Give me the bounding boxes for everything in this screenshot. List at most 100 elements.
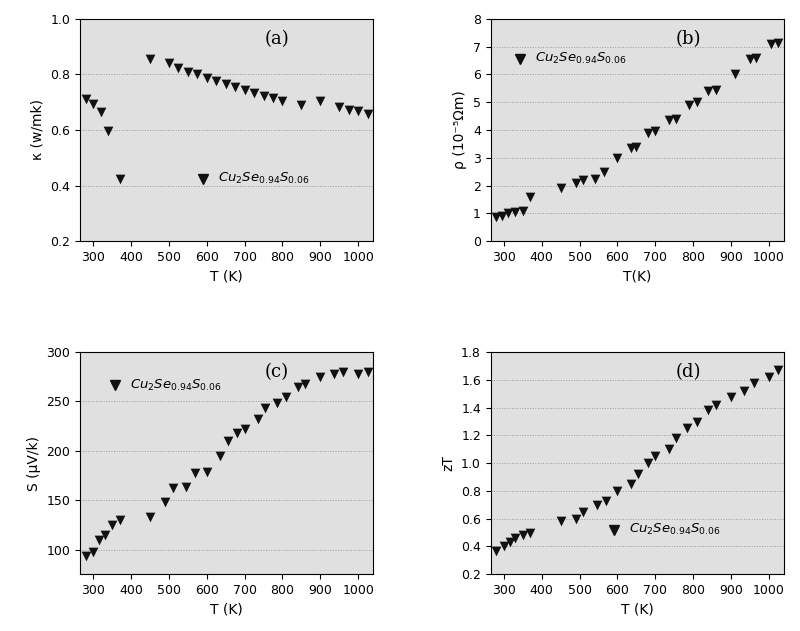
Point	[649, 126, 662, 136]
Point	[642, 458, 654, 468]
Point	[238, 85, 251, 95]
Point	[630, 141, 642, 151]
Point	[352, 369, 365, 379]
Point	[87, 546, 100, 557]
Point	[611, 153, 624, 163]
Point	[764, 39, 777, 49]
Point	[554, 516, 567, 526]
Point	[352, 106, 365, 116]
Point	[162, 58, 175, 68]
Point	[314, 372, 326, 382]
Point	[649, 451, 662, 461]
Point	[333, 102, 346, 112]
Point	[570, 514, 582, 524]
Point	[503, 537, 516, 547]
Point	[600, 495, 613, 505]
X-axis label: T(K): T(K)	[623, 269, 651, 283]
Point	[683, 100, 696, 110]
Point	[517, 206, 530, 216]
Text: (d): (d)	[675, 363, 701, 381]
Point	[524, 528, 537, 538]
Point	[524, 192, 537, 202]
Point	[200, 73, 213, 83]
Point	[662, 444, 675, 454]
Point	[200, 466, 213, 476]
Point	[79, 551, 92, 562]
Point	[295, 100, 308, 110]
Point	[337, 367, 350, 377]
Point	[342, 105, 355, 115]
Point	[248, 88, 261, 98]
Point	[517, 530, 530, 540]
Point	[179, 482, 192, 492]
Point	[229, 82, 242, 92]
Point	[509, 533, 522, 543]
X-axis label: T (K): T (K)	[210, 603, 243, 616]
Point	[280, 391, 293, 401]
Point	[577, 507, 590, 517]
Point	[102, 126, 114, 136]
Point	[611, 486, 624, 496]
Point	[270, 398, 283, 408]
Text: $Cu_2Se_{0.94}S_{0.06}$: $Cu_2Se_{0.94}S_{0.06}$	[534, 51, 626, 66]
Point	[632, 469, 645, 480]
Point	[144, 512, 157, 522]
Point	[681, 423, 694, 433]
Text: $Cu_2Se_{0.94}S_{0.06}$: $Cu_2Se_{0.94}S_{0.06}$	[130, 378, 222, 393]
Point	[772, 37, 785, 47]
Point	[702, 405, 714, 415]
Point	[98, 529, 111, 540]
Point	[114, 174, 126, 184]
Point	[259, 403, 272, 413]
Point	[725, 391, 738, 401]
Y-axis label: ρ (10⁻⁵Ωm): ρ (10⁻⁵Ωm)	[454, 91, 467, 169]
Point	[670, 433, 682, 443]
Point	[362, 367, 374, 377]
Point	[642, 127, 654, 138]
Point	[114, 515, 126, 525]
Point	[314, 96, 326, 106]
Text: $Cu_2Se_{0.94}S_{0.06}$: $Cu_2Se_{0.94}S_{0.06}$	[218, 171, 310, 186]
Text: $Cu_2Se_{0.94}S_{0.06}$: $Cu_2Se_{0.94}S_{0.06}$	[629, 522, 721, 538]
Point	[291, 382, 304, 392]
Point	[496, 211, 509, 221]
Point	[738, 386, 750, 396]
Point	[172, 62, 185, 73]
Y-axis label: κ (w/mk): κ (w/mk)	[30, 100, 45, 160]
Point	[743, 54, 756, 64]
X-axis label: T (K): T (K)	[210, 269, 243, 283]
Point	[238, 424, 251, 434]
Point	[590, 500, 603, 510]
Point	[490, 546, 502, 556]
Point	[690, 97, 703, 107]
Text: (c): (c)	[265, 363, 289, 381]
Point	[210, 76, 222, 86]
Text: (b): (b)	[675, 30, 701, 48]
Point	[144, 54, 157, 64]
Point	[554, 183, 567, 193]
Point	[93, 534, 106, 545]
Point	[257, 91, 270, 101]
Point	[79, 95, 92, 105]
Point	[230, 428, 243, 438]
Y-axis label: S (μV/k): S (μV/k)	[27, 435, 41, 491]
Point	[490, 213, 502, 223]
Point	[327, 369, 340, 379]
Point	[702, 86, 714, 96]
Point	[624, 479, 637, 489]
Point	[362, 109, 374, 119]
Point	[577, 175, 590, 185]
Point	[570, 178, 582, 188]
Point	[750, 53, 762, 63]
Y-axis label: zT: zT	[442, 455, 455, 471]
Point	[191, 69, 204, 80]
Point	[498, 541, 510, 551]
Point	[690, 416, 703, 427]
Point	[588, 174, 601, 184]
Point	[214, 451, 226, 461]
Point	[276, 96, 289, 106]
Point	[189, 468, 202, 478]
Point	[762, 372, 775, 382]
Text: (a): (a)	[265, 30, 290, 48]
Point	[182, 67, 194, 77]
